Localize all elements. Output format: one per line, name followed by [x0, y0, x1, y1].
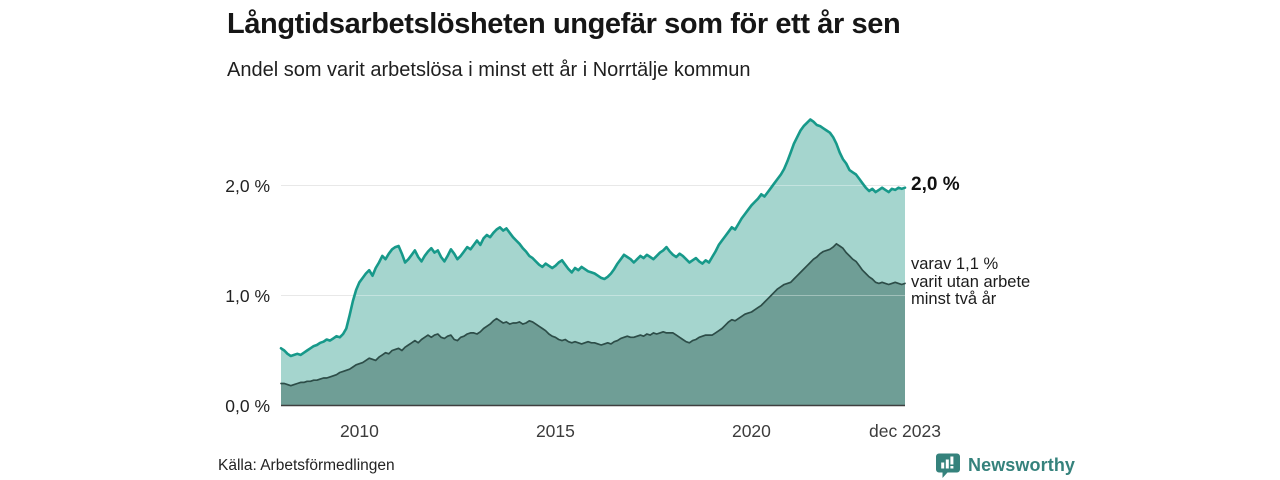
two-year-series-area	[281, 243, 905, 406]
x-tick-2020: 2020	[731, 421, 771, 441]
newsworthy-brand: Newsworthy	[935, 451, 1075, 479]
newsworthy-logo-icon	[936, 453, 960, 478]
two-year-end-value-label: varav 1,1 % varit utan arbete minst två …	[911, 255, 1031, 308]
x-tick-2015: 2015	[535, 421, 575, 441]
y-tick-1pct: 1,0 %	[225, 285, 270, 306]
y-tick-2pct: 2,0 %	[225, 175, 270, 196]
page-title: Långtidsarbetslösheten ungefär som för e…	[227, 8, 901, 40]
chart-subtitle: Andel som varit arbetslösa i minst ett å…	[227, 59, 751, 81]
total-series-line	[279, 118, 907, 358]
x-tick-2010: 2010	[339, 421, 379, 441]
brand-name: Newsworthy	[968, 454, 1076, 475]
y-tick-0pct: 0,0 %	[225, 395, 270, 416]
source-note: Källa: Arbetsförmedlingen	[218, 457, 395, 474]
total-end-value-label: 2,0 %	[911, 174, 960, 195]
x-tick-dec-2023: dec 2023	[868, 421, 941, 441]
two-year-series-line	[280, 242, 906, 387]
